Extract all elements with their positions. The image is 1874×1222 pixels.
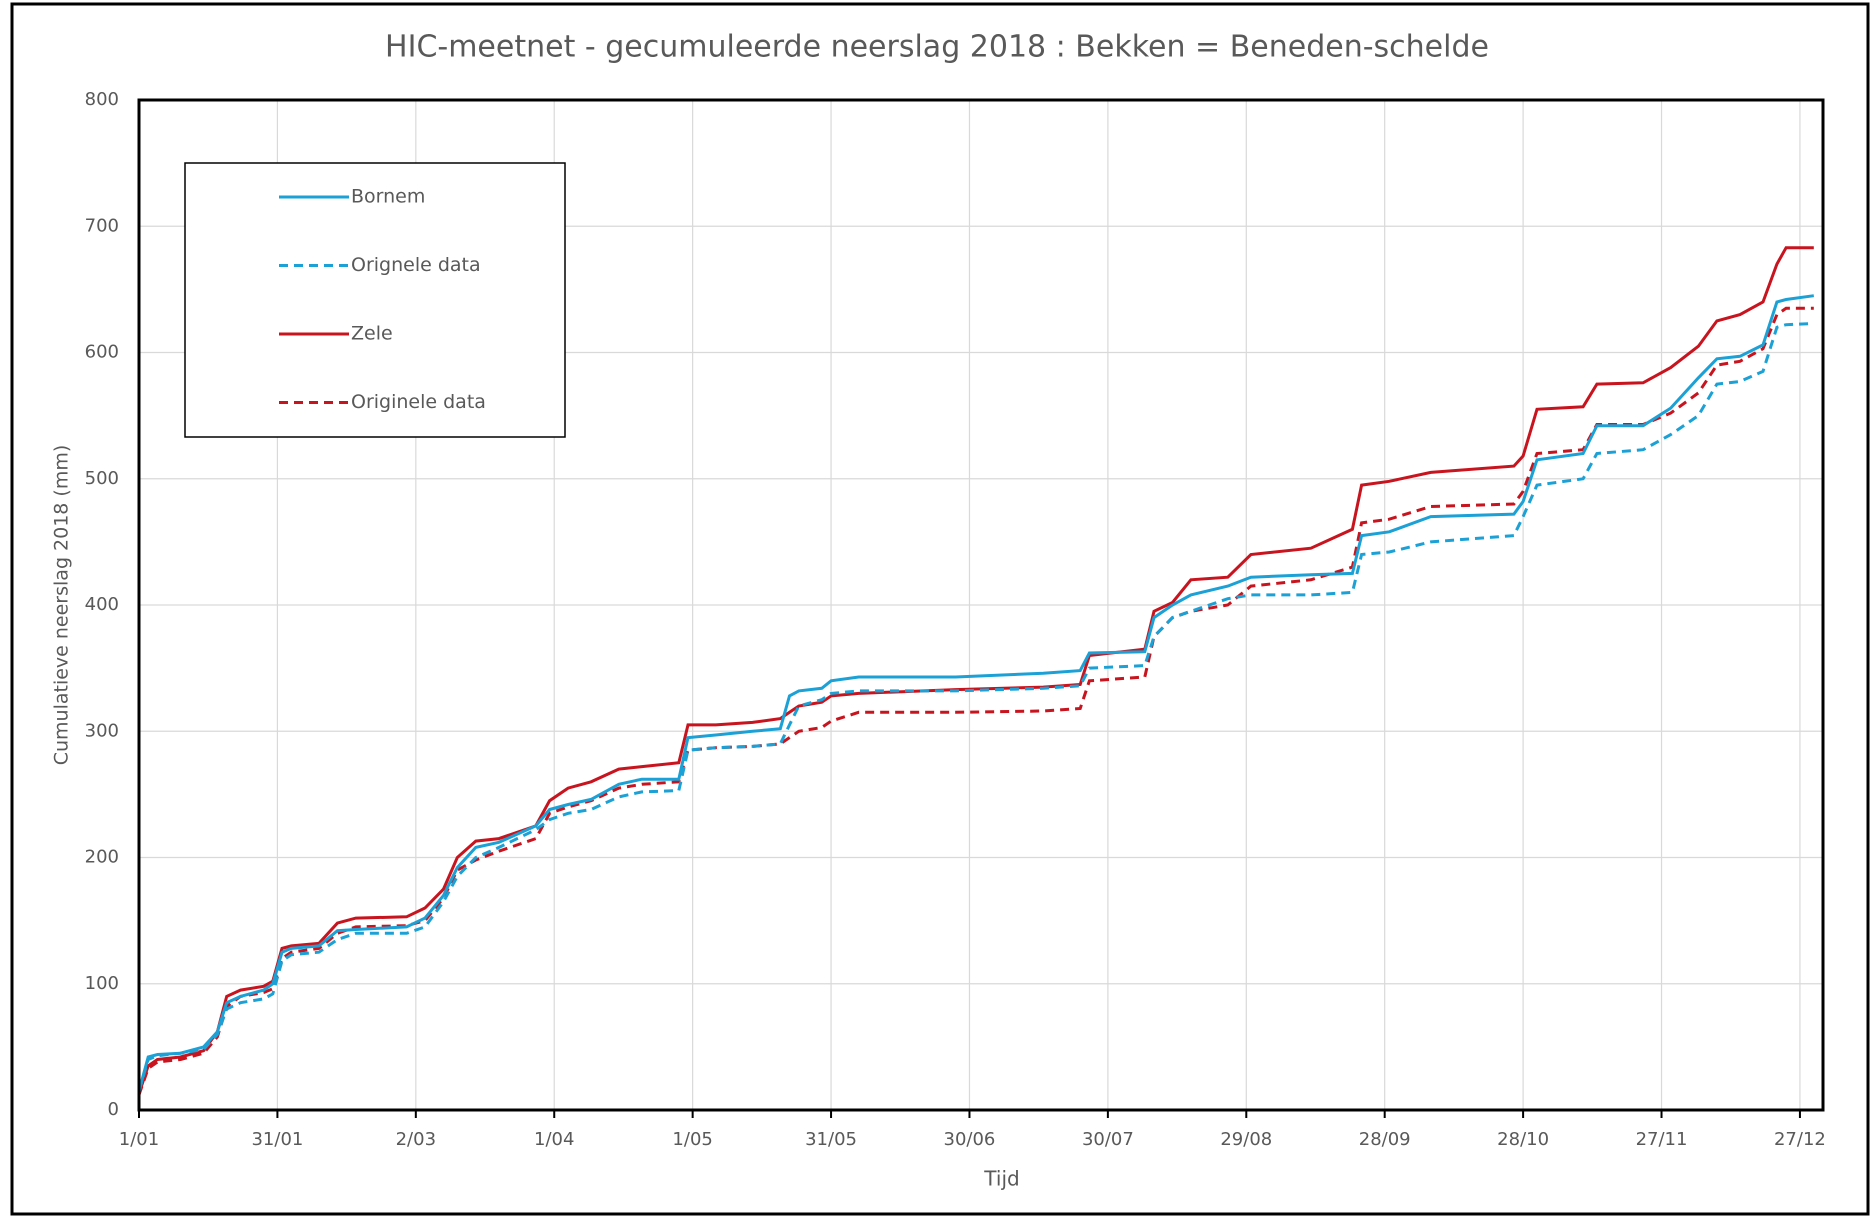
x-tick-label: 2/03	[396, 1129, 436, 1150]
y-tick-label: 300	[85, 720, 119, 741]
series-line	[137, 246, 1814, 1095]
x-tick-label: 31/05	[805, 1129, 857, 1150]
x-tick-label: 29/08	[1220, 1129, 1272, 1150]
x-tick-label: 1/05	[672, 1129, 712, 1150]
plot-border	[137, 98, 1825, 1112]
y-tick-label: 500	[85, 468, 119, 489]
legend-box	[184, 162, 566, 438]
legend-label: Orignele data	[351, 254, 481, 276]
y-tick-label: 600	[85, 342, 119, 363]
x-tick-label: 28/09	[1359, 1129, 1411, 1150]
y-tick-label: 700	[85, 215, 119, 236]
series-line	[137, 306, 1814, 1096]
y-tick-label: 800	[85, 89, 119, 110]
x-tick-label: 30/06	[944, 1129, 996, 1150]
x-tick-label: 28/10	[1497, 1129, 1549, 1150]
series-line	[137, 294, 1815, 1092]
series-line	[137, 322, 1814, 1092]
y-tick-label: 200	[85, 847, 119, 868]
x-tick-label: 1/04	[534, 1129, 574, 1150]
x-tick-label: 27/12	[1774, 1129, 1826, 1150]
x-tick-label: 31/01	[251, 1129, 303, 1150]
y-tick-label: 0	[108, 1099, 119, 1120]
y-axis-label: Cumulatieve neerslag 2018 (mm)	[51, 445, 73, 766]
chart-title: HIC-meetnet - gecumuleerde neerslag 2018…	[385, 30, 1489, 65]
x-tick-label: 27/11	[1636, 1129, 1688, 1150]
legend-label: Zele	[351, 323, 393, 345]
legend-label: Originele data	[351, 391, 486, 413]
y-tick-label: 100	[85, 973, 119, 994]
x-tick-label: 30/07	[1082, 1129, 1134, 1150]
y-tick-label: 400	[85, 594, 119, 615]
legend-label: Bornem	[351, 186, 425, 208]
x-tick-label: 1/01	[119, 1129, 159, 1150]
x-axis-label: Tijd	[983, 1167, 1019, 1191]
